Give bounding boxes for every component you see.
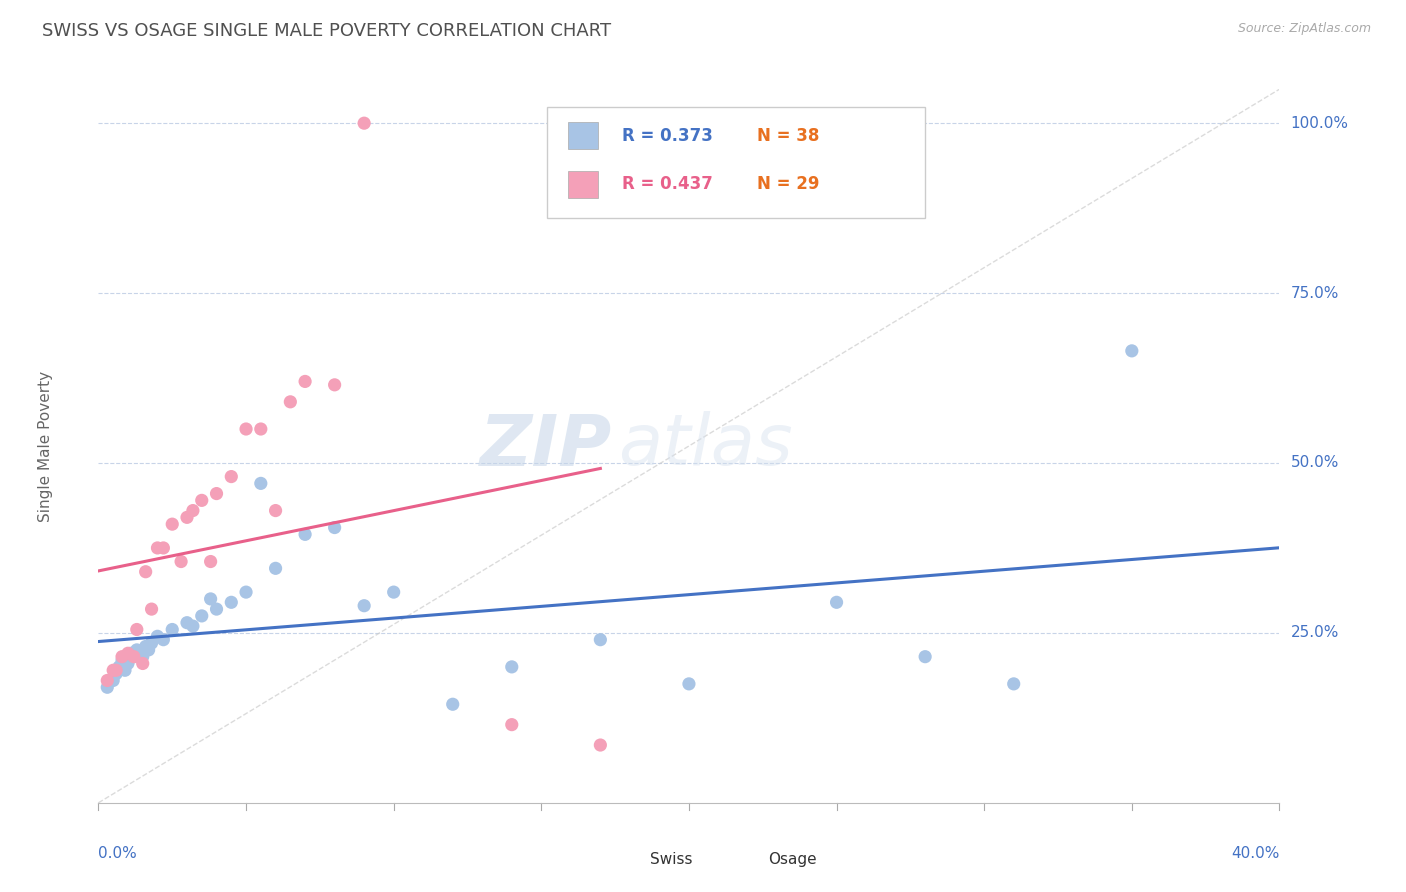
Text: 25.0%: 25.0% — [1291, 625, 1339, 640]
Point — [191, 608, 214, 623]
Bar — [568, 171, 598, 198]
Point — [501, 660, 523, 674]
Text: R = 0.437: R = 0.437 — [621, 176, 713, 194]
Point — [105, 663, 128, 677]
Point — [125, 643, 148, 657]
Point — [103, 673, 125, 688]
Bar — [730, 846, 756, 874]
Point — [589, 738, 612, 752]
Point — [111, 649, 134, 664]
Point — [200, 591, 222, 606]
Point — [235, 422, 257, 436]
Point — [294, 527, 316, 541]
Point — [176, 510, 198, 524]
Point — [135, 640, 157, 654]
Text: ZIP: ZIP — [479, 411, 612, 481]
Point — [205, 602, 228, 616]
Point — [122, 649, 145, 664]
Point — [176, 615, 198, 630]
Text: SWISS VS OSAGE SINGLE MALE POVERTY CORRELATION CHART: SWISS VS OSAGE SINGLE MALE POVERTY CORRE… — [42, 22, 612, 40]
Text: Swiss: Swiss — [650, 853, 693, 867]
Point — [170, 555, 193, 569]
Point — [1121, 343, 1143, 358]
Bar — [612, 846, 638, 874]
Point — [264, 561, 287, 575]
Point — [235, 585, 257, 599]
Point — [294, 375, 316, 389]
Point — [219, 595, 242, 609]
Point — [146, 541, 169, 555]
Point — [162, 623, 183, 637]
Point — [200, 555, 222, 569]
Point — [125, 623, 148, 637]
Point — [250, 422, 273, 436]
Point — [120, 646, 142, 660]
Point — [122, 649, 145, 664]
Text: Single Male Poverty: Single Male Poverty — [38, 370, 53, 522]
Text: R = 0.373: R = 0.373 — [621, 127, 713, 145]
Text: N = 38: N = 38 — [758, 127, 820, 145]
Point — [96, 673, 118, 688]
Point — [146, 629, 169, 643]
Point — [96, 680, 118, 694]
Text: 75.0%: 75.0% — [1291, 285, 1339, 301]
Point — [353, 116, 375, 130]
Point — [152, 541, 174, 555]
Text: N = 29: N = 29 — [758, 176, 820, 194]
Point — [105, 666, 128, 681]
Point — [914, 649, 936, 664]
Point — [117, 646, 139, 660]
Bar — [568, 122, 598, 149]
Point — [181, 503, 204, 517]
Text: atlas: atlas — [619, 411, 793, 481]
Text: Osage: Osage — [768, 853, 817, 867]
Point — [1002, 677, 1025, 691]
Point — [589, 632, 612, 647]
Point — [114, 663, 136, 677]
Point — [152, 632, 174, 647]
Point — [191, 493, 214, 508]
Point — [205, 486, 228, 500]
Point — [250, 476, 273, 491]
Text: 100.0%: 100.0% — [1291, 116, 1348, 131]
Point — [132, 649, 155, 664]
Point — [108, 660, 131, 674]
Text: Source: ZipAtlas.com: Source: ZipAtlas.com — [1237, 22, 1371, 36]
Point — [138, 643, 160, 657]
Point — [353, 599, 375, 613]
Point — [141, 602, 163, 616]
Point — [825, 595, 848, 609]
Point — [264, 503, 287, 517]
Point — [278, 394, 302, 409]
Text: 0.0%: 0.0% — [98, 846, 138, 861]
Point — [678, 677, 700, 691]
Point — [181, 619, 204, 633]
Point — [135, 565, 157, 579]
FancyBboxPatch shape — [547, 107, 925, 218]
Point — [132, 657, 155, 671]
Text: 50.0%: 50.0% — [1291, 456, 1339, 470]
Point — [162, 517, 183, 532]
Point — [323, 377, 346, 392]
Point — [111, 653, 134, 667]
Point — [441, 698, 464, 712]
Point — [103, 663, 125, 677]
Point — [382, 585, 405, 599]
Point — [117, 657, 139, 671]
Text: 40.0%: 40.0% — [1232, 846, 1279, 861]
Point — [501, 717, 523, 731]
Point — [323, 520, 346, 534]
Point — [219, 469, 242, 483]
Point — [141, 636, 163, 650]
